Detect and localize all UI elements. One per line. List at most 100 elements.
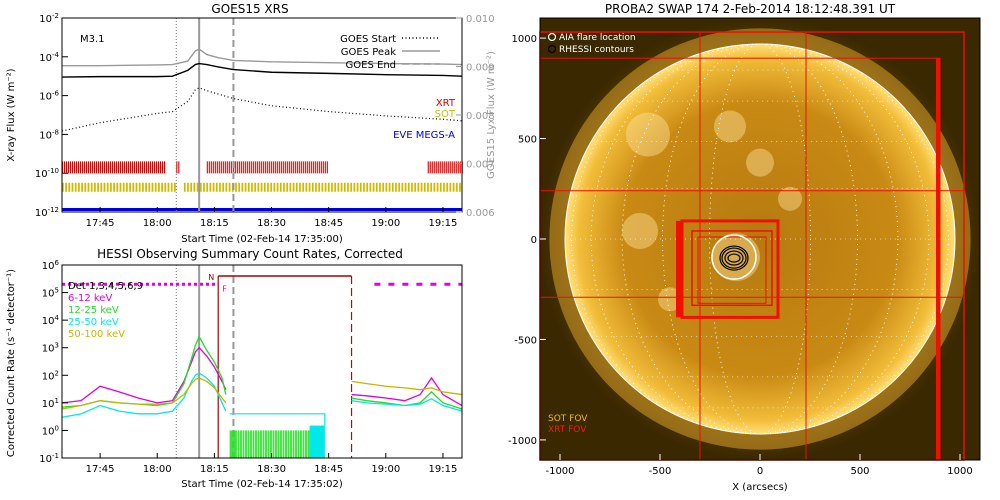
goes-instrument-label-1: SOT — [435, 109, 456, 120]
sot-coverage-1 — [449, 182, 452, 192]
sot-coverage-0 — [132, 182, 135, 192]
xrt-coverage-2 — [212, 161, 214, 174]
sot-coverage-1 — [308, 182, 311, 192]
xrt-coverage-2 — [298, 161, 300, 174]
sot-coverage-1 — [366, 182, 369, 192]
sot-coverage-1 — [219, 182, 221, 192]
goes-xtick-label-4: 18:45 — [314, 218, 343, 229]
hessi-xlabel: Start Time (02-Feb-14 17:35:02) — [181, 479, 343, 490]
sot-coverage-1 — [254, 182, 257, 192]
xrt-coverage-2 — [262, 161, 264, 174]
swap-title: PROBA2 SWAP 174 2-Feb-2014 18:12:48.391 … — [604, 2, 896, 16]
hessi-xtick-label-4: 18:45 — [314, 464, 343, 475]
sot-coverage-1 — [228, 182, 231, 192]
hessi-ytick-label-7: 106 — [42, 259, 60, 272]
sot-coverage-1 — [199, 182, 202, 192]
xrt-coverage-2 — [282, 161, 284, 174]
sot-coverage-1 — [433, 182, 436, 192]
hessi-ytick-label-3: 102 — [42, 369, 59, 382]
hessi-legend-2: 25-50 keV — [68, 317, 119, 328]
goes-ytick-right-label-3: 0.009 — [466, 63, 495, 74]
sot-coverage-1 — [292, 182, 295, 192]
sot-coverage-1 — [401, 182, 404, 192]
hessi-title: HESSI Observing Summary Count Rates, Cor… — [97, 247, 403, 261]
active-region-4 — [712, 233, 760, 282]
sot-coverage-0 — [110, 182, 112, 192]
xrt-coverage-2 — [290, 161, 292, 174]
sot-coverage-0 — [87, 182, 90, 192]
xrt-coverage-0 — [122, 161, 124, 174]
xrt-coverage-3 — [433, 161, 435, 174]
xrt-coverage-0 — [96, 161, 98, 174]
goes-xtick-label-1: 18:00 — [143, 218, 172, 229]
hessi-legend-3: 50-100 keV — [68, 329, 125, 340]
swap-legend-label-0: AIA flare location — [559, 33, 636, 43]
xrt-coverage-0 — [152, 161, 154, 174]
sot-coverage-1 — [411, 182, 413, 192]
lon-line — [590, 43, 930, 435]
xrt-coverage-2 — [240, 161, 242, 174]
xrt-coverage-0 — [136, 161, 138, 174]
sot-coverage-1 — [238, 182, 241, 192]
sot-coverage-1 — [203, 182, 205, 192]
goes-ytick-label-3: 10-6 — [39, 90, 59, 103]
xrt-fov-edge-bar — [676, 220, 681, 318]
sot-coverage-1 — [212, 182, 215, 192]
sot-coverage-1 — [295, 182, 298, 192]
goes-series-0 — [61, 62, 463, 78]
xrt-coverage-2 — [206, 161, 208, 174]
hessi-series-2 — [61, 372, 227, 418]
xrt-coverage-0 — [102, 161, 104, 174]
xrt-coverage-3 — [447, 161, 449, 174]
sot-coverage-1 — [385, 182, 388, 192]
sot-coverage-0 — [129, 182, 131, 192]
sot-coverage-1 — [423, 182, 426, 192]
sot-coverage-1 — [459, 182, 461, 192]
xrt-coverage-2 — [324, 161, 326, 174]
sot-coverage-1 — [276, 182, 279, 192]
swap-fov-label-0: SOT FOV — [548, 414, 588, 424]
sot-coverage-1 — [334, 182, 337, 192]
xrt-coverage-1 — [176, 161, 178, 174]
sot-coverage-1 — [369, 182, 372, 192]
goes-ytick-right-label-2: 0.008 — [466, 111, 495, 122]
goes-ylabel-right: GOES15 Lyx Flux (W m⁻²) — [486, 51, 497, 179]
xrt-coverage-2 — [314, 161, 316, 174]
xrt-coverage-0 — [114, 161, 116, 174]
xrt-coverage-3 — [457, 161, 459, 174]
sot-coverage-1 — [283, 182, 285, 192]
sot-coverage-0 — [145, 182, 147, 192]
xrt-coverage-3 — [445, 161, 447, 174]
xrt-coverage-0 — [160, 161, 162, 174]
goes-ytick-label-2: 10-8 — [39, 128, 59, 141]
xrt-coverage-0 — [154, 161, 156, 174]
sot-coverage-1 — [209, 182, 212, 192]
sot-coverage-1 — [321, 182, 324, 192]
hessi-ytick-label-5: 104 — [42, 314, 60, 327]
sot-coverage-1 — [279, 182, 282, 192]
xrt-coverage-3 — [451, 161, 453, 174]
active-region-5 — [778, 186, 802, 211]
xrt-coverage-2 — [264, 161, 266, 174]
goes-xtick-label-6: 19:15 — [429, 218, 458, 229]
sot-coverage-1 — [270, 182, 273, 192]
xrt-coverage-0 — [116, 161, 118, 174]
xrt-coverage-2 — [210, 161, 212, 174]
sot-coverage-0 — [174, 182, 176, 192]
sot-coverage-0 — [81, 182, 83, 192]
sot-coverage-1 — [206, 182, 209, 192]
sot-coverage-1 — [257, 182, 260, 192]
sot-coverage-1 — [331, 182, 333, 192]
hessi-flag-n: N — [208, 273, 214, 282]
xrt-coverage-3 — [429, 161, 431, 174]
xrt-coverage-0 — [64, 161, 66, 174]
sot-coverage-1 — [375, 182, 378, 192]
sot-coverage-1 — [388, 182, 391, 192]
aia-flare-marker — [711, 234, 757, 280]
xrt-coverage-2 — [322, 161, 324, 174]
xrt-coverage-3 — [441, 161, 443, 174]
sot-coverage-1 — [446, 182, 449, 192]
sot-coverage-0 — [65, 182, 67, 192]
xrt-coverage-2 — [274, 161, 276, 174]
xrt-coverage-2 — [310, 161, 312, 174]
